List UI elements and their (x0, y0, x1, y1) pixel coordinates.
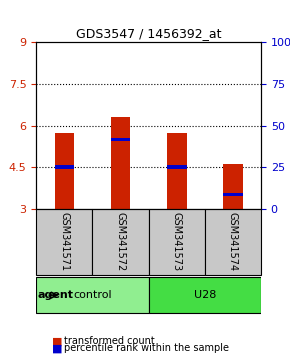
Text: control: control (73, 290, 112, 300)
Text: GSM341572: GSM341572 (115, 212, 126, 272)
Bar (167, 165, 186, 169)
FancyBboxPatch shape (148, 209, 205, 275)
FancyBboxPatch shape (36, 277, 148, 313)
Text: percentile rank within the sample: percentile rank within the sample (64, 343, 229, 353)
Title: GDS3547 / 1456392_at: GDS3547 / 1456392_at (76, 27, 221, 40)
FancyBboxPatch shape (93, 209, 148, 275)
Bar (111, 138, 130, 141)
Bar (223, 193, 243, 196)
Text: GSM341573: GSM341573 (172, 212, 182, 272)
Text: ■: ■ (52, 343, 63, 353)
Text: ■: ■ (52, 336, 63, 346)
Bar (223, 164, 243, 209)
Bar (55, 165, 74, 169)
FancyBboxPatch shape (148, 277, 261, 313)
Text: GSM341571: GSM341571 (59, 212, 69, 272)
FancyBboxPatch shape (36, 209, 93, 275)
Text: GSM341574: GSM341574 (228, 212, 238, 272)
Bar (55, 132, 74, 209)
FancyBboxPatch shape (205, 209, 261, 275)
Bar (111, 117, 130, 209)
Bar (167, 132, 186, 209)
Text: U28: U28 (194, 290, 216, 300)
Text: transformed count: transformed count (64, 336, 155, 346)
Text: agent: agent (37, 290, 73, 300)
